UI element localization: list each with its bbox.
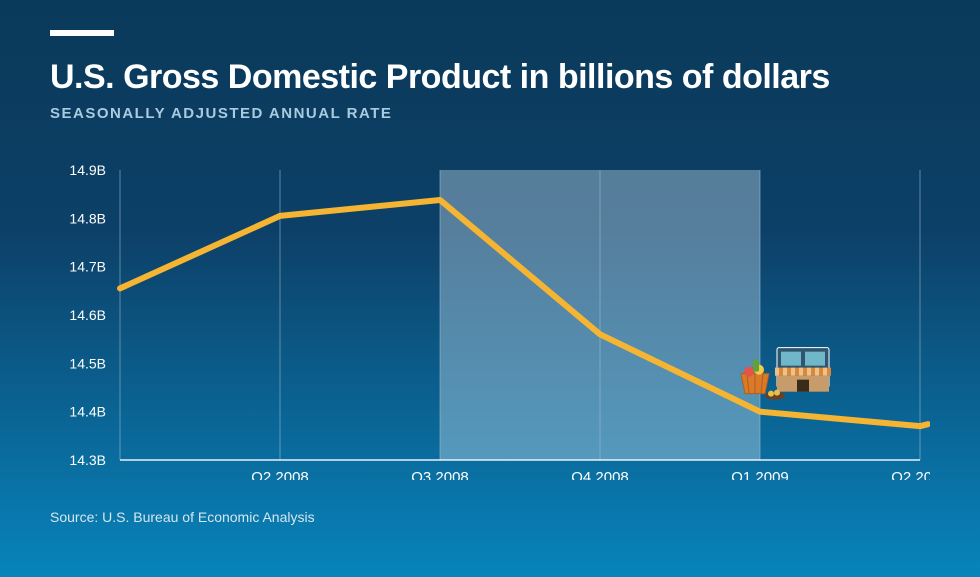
- gdp-line-chart: 14.3B 14.4B 14.5B 14.6B 14.7B 14.8B 14.9B Q2 20…: [50, 160, 930, 480]
- y-axis-tick-label: 14.7B: [69, 259, 106, 275]
- chart-svg: 14.3B 14.4B 14.5B 14.6B 14.7B 14.8B 14.9B Q2 20…: [50, 160, 930, 480]
- x-axis-tick-label: Q3 2008: [411, 469, 469, 480]
- content-area: U.S. Gross Domestic Product in billions …: [0, 0, 980, 577]
- y-axis-tick-label: 14.4B: [69, 404, 106, 420]
- y-axis-tick-label: 14.8B: [69, 210, 106, 226]
- x-axis-tick-label: Q4 2008: [571, 469, 629, 480]
- y-axis-tick-label: 14.9B: [69, 162, 106, 178]
- y-axis-tick-label: 14.3B: [69, 452, 106, 468]
- y-axis-tick-label: 14.6B: [69, 307, 106, 323]
- x-axis-tick-label: Q2 2008: [251, 469, 309, 480]
- page-subtitle: SEASONALLY ADJUSTED ANNUAL RATE: [50, 105, 930, 122]
- page-title: U.S. Gross Domestic Product in billions …: [50, 58, 930, 97]
- x-axis-tick-label: Q2 2009: [891, 469, 930, 480]
- x-axis-tick-label: Q1 2009: [731, 469, 789, 480]
- title-accent-bar: [50, 30, 114, 36]
- source-attribution: Source: U.S. Bureau of Economic Analysis: [50, 509, 315, 525]
- y-axis-tick-label: 14.5B: [69, 355, 106, 371]
